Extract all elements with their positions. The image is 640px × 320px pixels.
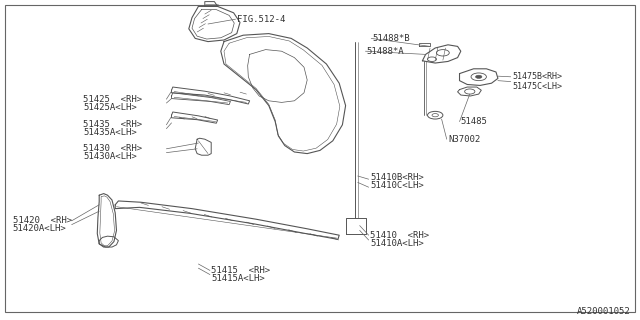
Text: 51475B<RH>: 51475B<RH> — [512, 72, 562, 81]
Text: A520001052: A520001052 — [577, 307, 630, 316]
Text: 51410B<RH>: 51410B<RH> — [370, 173, 424, 182]
Text: 51430  <RH>: 51430 <RH> — [83, 144, 142, 153]
Text: 51485: 51485 — [461, 117, 488, 126]
Text: 51425  <RH>: 51425 <RH> — [83, 95, 142, 104]
Text: 51435  <RH>: 51435 <RH> — [83, 120, 142, 129]
Text: 51435A<LH>: 51435A<LH> — [83, 128, 137, 137]
Text: N37002: N37002 — [448, 135, 480, 144]
Text: 51410  <RH>: 51410 <RH> — [370, 231, 429, 240]
Text: 51410A<LH>: 51410A<LH> — [370, 239, 424, 248]
Text: 51410C<LH>: 51410C<LH> — [370, 181, 424, 190]
Text: 51415A<LH>: 51415A<LH> — [211, 274, 265, 283]
Text: 51420A<LH>: 51420A<LH> — [13, 224, 67, 233]
Text: 51488*A: 51488*A — [367, 47, 404, 56]
Text: 51475C<LH>: 51475C<LH> — [512, 82, 562, 91]
Text: 51430A<LH>: 51430A<LH> — [83, 152, 137, 161]
Text: 51420  <RH>: 51420 <RH> — [13, 216, 72, 225]
Text: FIG.512-4: FIG.512-4 — [237, 15, 285, 24]
Text: 51425A<LH>: 51425A<LH> — [83, 103, 137, 112]
Circle shape — [476, 75, 482, 78]
Text: 51415  <RH>: 51415 <RH> — [211, 266, 270, 275]
Text: 51488*B: 51488*B — [372, 34, 410, 43]
